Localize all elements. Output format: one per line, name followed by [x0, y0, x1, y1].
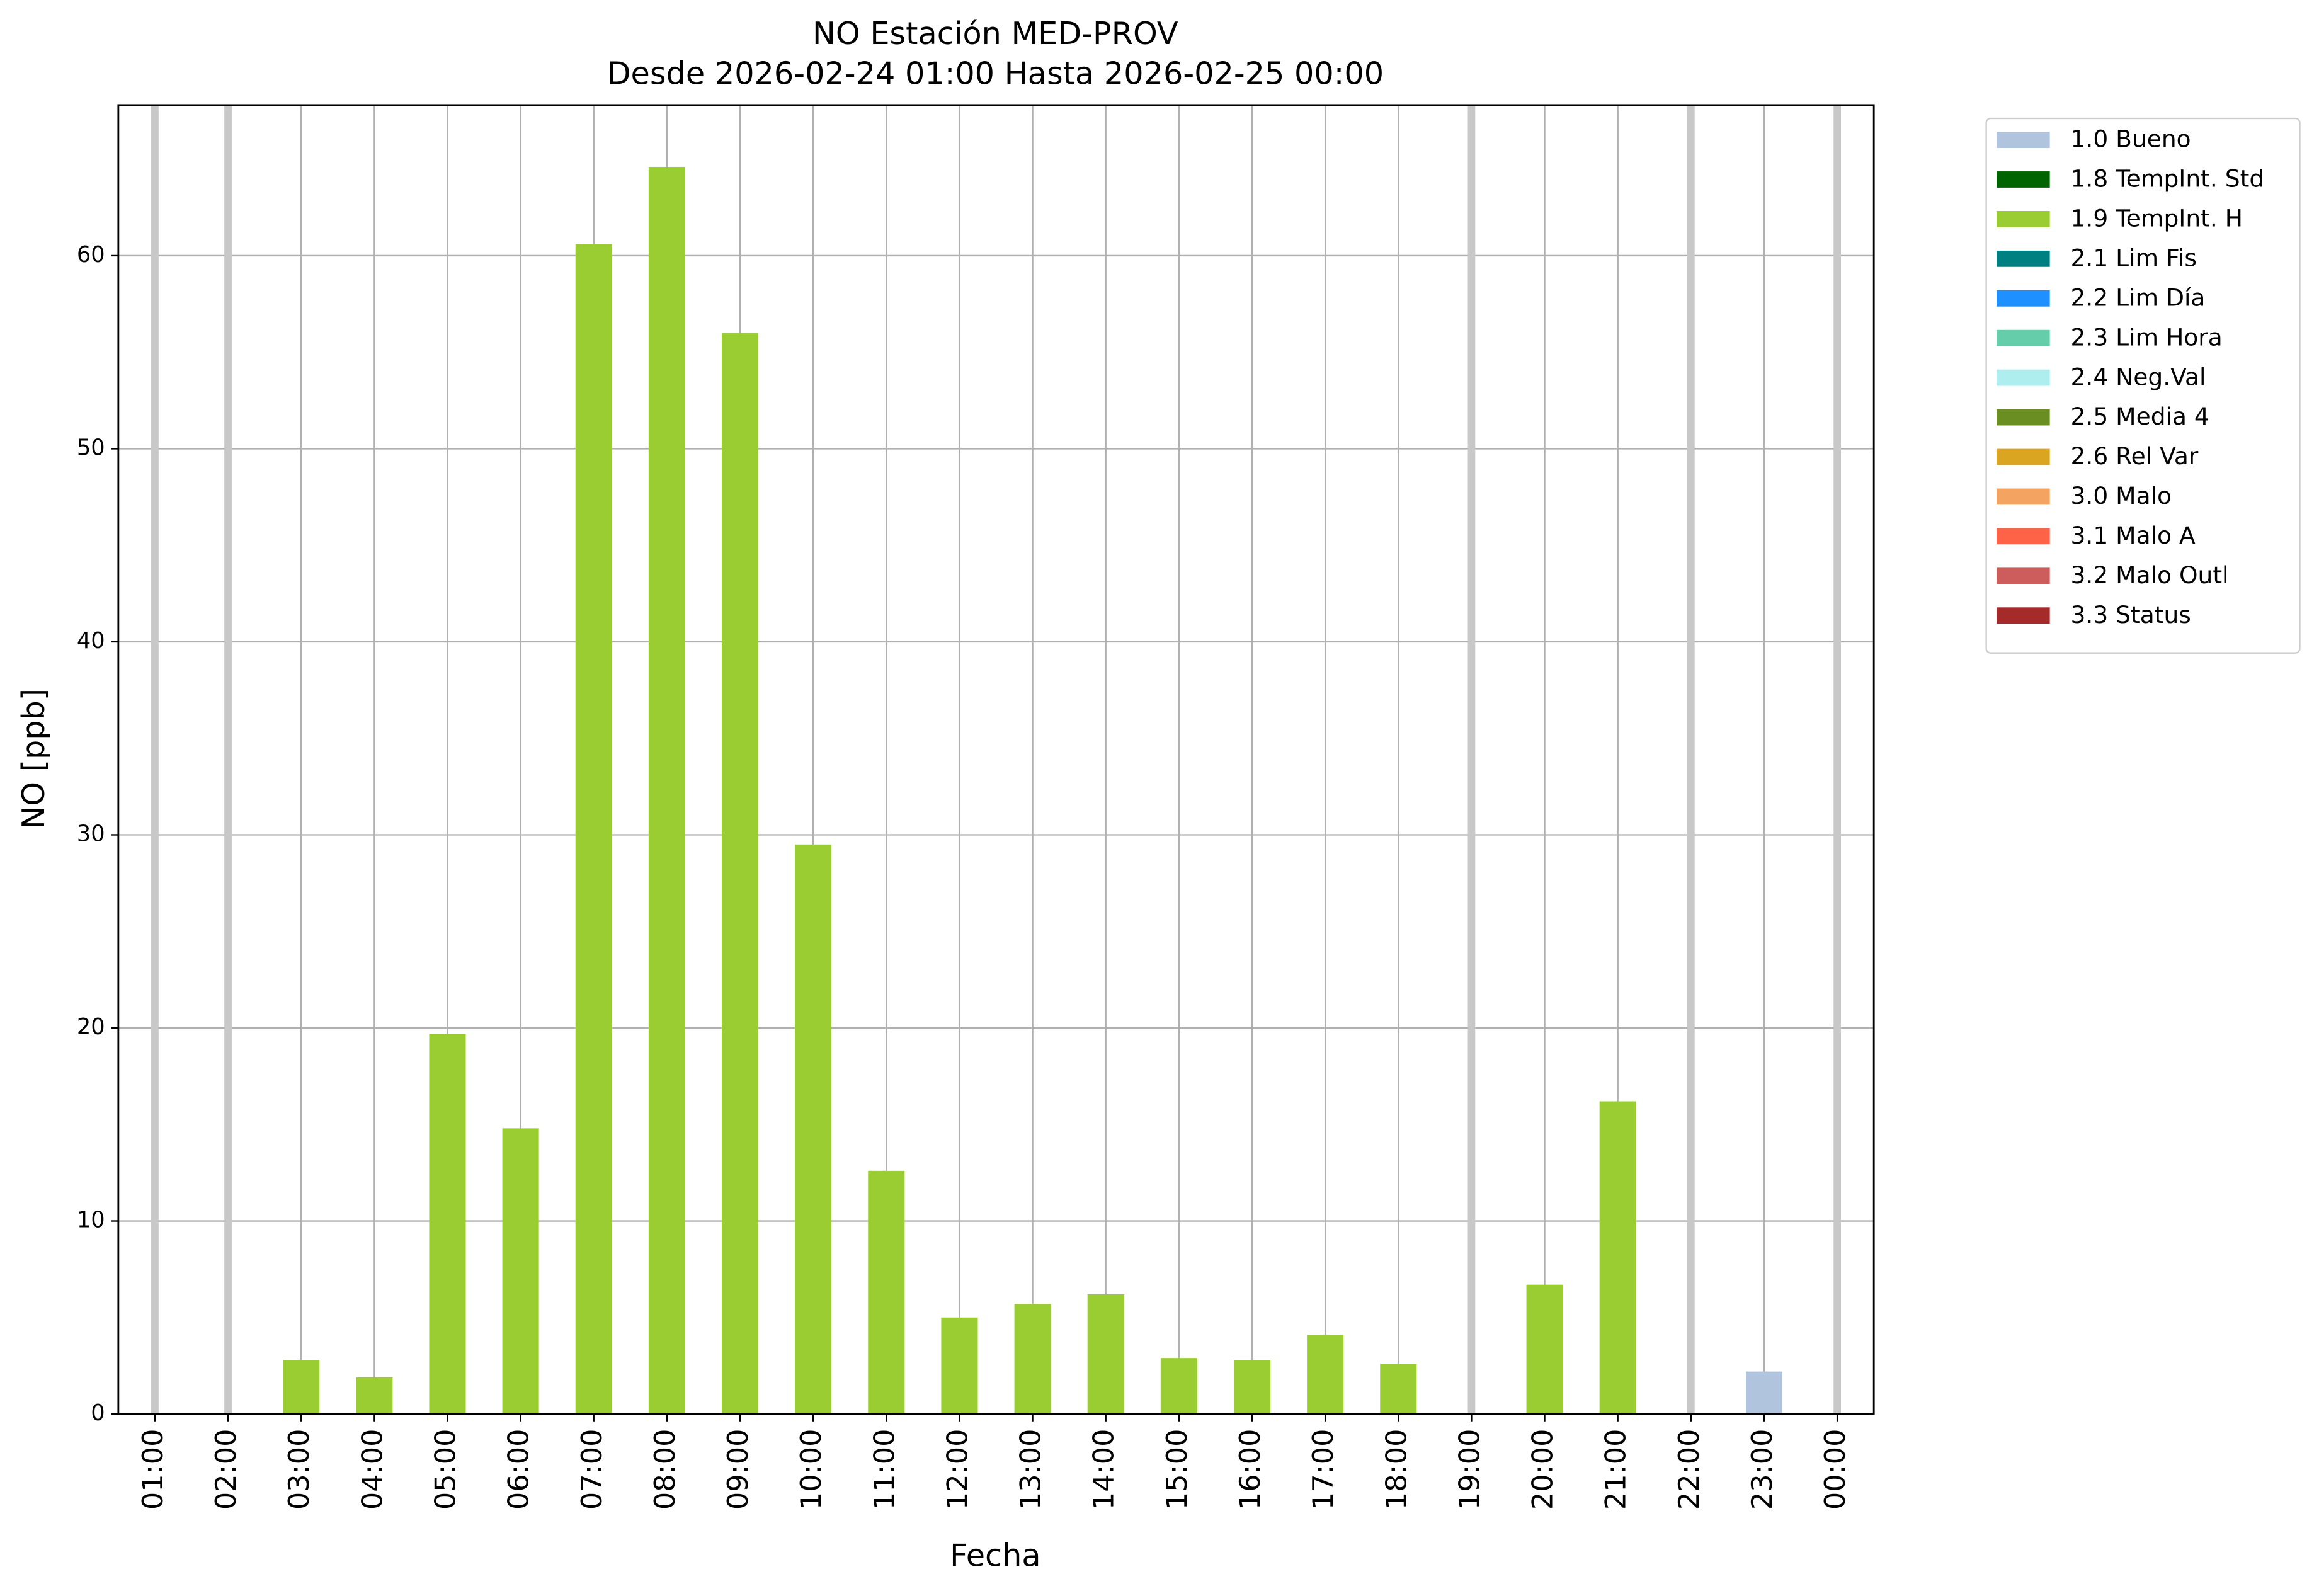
chart-subtitle: Desde 2026-02-24 01:00 Hasta 2026-02-25 … [607, 55, 1384, 91]
legend-label: 2.4 Neg.Val [2071, 363, 2206, 390]
x-tick-label: 22:00 [1673, 1429, 1706, 1510]
x-tick-label: 16:00 [1234, 1429, 1267, 1510]
x-tick-label: 10:00 [795, 1429, 828, 1510]
x-tick-label: 01:00 [137, 1429, 169, 1510]
legend-label: 2.6 Rel Var [2071, 442, 2199, 470]
legend-label: 1.0 Bueno [2071, 125, 2191, 153]
legend-swatch [1997, 448, 2050, 465]
legend-label: 1.9 TempInt. H [2071, 205, 2243, 232]
x-tick-label: 09:00 [722, 1429, 755, 1510]
x-tick-label: 15:00 [1161, 1429, 1194, 1510]
legend-label: 3.0 Malo [2071, 482, 2172, 510]
bar [1526, 1284, 1563, 1415]
y-tick-label: 60 [77, 242, 105, 268]
bar [1380, 1364, 1417, 1415]
x-tick-label: 08:00 [649, 1429, 681, 1510]
legend-swatch [1997, 132, 2050, 148]
legend-swatch [1997, 607, 2050, 624]
legend-label: 3.2 Malo Outl [2071, 561, 2229, 589]
legend-label: 2.3 Lim Hora [2071, 323, 2223, 351]
legend-swatch [1997, 488, 2050, 505]
y-axis-label: NO [ppb] [15, 688, 52, 829]
x-tick-label: 18:00 [1380, 1429, 1413, 1510]
bar [1745, 1371, 1783, 1415]
x-tick-label: 03:00 [283, 1429, 316, 1510]
y-tick-label: 20 [77, 1014, 105, 1040]
x-tick-label: 21:00 [1600, 1429, 1632, 1510]
legend-label: 2.5 Media 4 [2071, 402, 2209, 430]
x-tick-label: 04:00 [356, 1429, 389, 1510]
bar [1599, 1101, 1636, 1415]
bar [575, 244, 612, 1415]
y-tick-label: 0 [91, 1400, 105, 1426]
legend-swatch [1997, 528, 2050, 545]
x-tick-label: 00:00 [1819, 1429, 1852, 1510]
y-tick-label: 30 [77, 821, 105, 846]
x-tick-label: 11:00 [868, 1429, 901, 1510]
bar [941, 1317, 978, 1415]
y-tick-label: 40 [77, 628, 105, 654]
x-axis-label: Fecha [950, 1537, 1041, 1573]
bar [868, 1170, 905, 1415]
y-tick-label: 10 [77, 1207, 105, 1233]
legend-swatch [1997, 290, 2050, 307]
legend-swatch [1997, 250, 2050, 267]
legend-label: 2.1 Lim Fis [2071, 244, 2197, 272]
y-tick-label: 50 [77, 435, 105, 460]
plot-frame [117, 104, 1875, 1415]
legend-label: 3.1 Malo A [2071, 522, 2196, 549]
x-tick-label: 02:00 [210, 1429, 242, 1510]
x-tick-label: 05:00 [429, 1429, 462, 1510]
bar [502, 1128, 539, 1415]
legend-swatch [1997, 329, 2050, 346]
x-tick-label: 17:00 [1307, 1429, 1340, 1510]
legend-swatch [1997, 210, 2050, 227]
x-tick-label: 07:00 [576, 1429, 608, 1510]
x-tick-label: 20:00 [1527, 1429, 1559, 1510]
bar [356, 1377, 393, 1415]
legend-swatch [1997, 171, 2050, 188]
legend-label: 2.2 Lim Día [2071, 283, 2206, 311]
x-tick-label: 19:00 [1453, 1429, 1486, 1510]
legend-swatch [1997, 369, 2050, 386]
x-tick-label: 14:00 [1088, 1429, 1120, 1510]
bar [722, 333, 759, 1415]
x-tick-label: 06:00 [503, 1429, 535, 1510]
bar [429, 1034, 466, 1415]
bar [1307, 1335, 1344, 1415]
legend-box [1985, 117, 2301, 654]
legend-label: 1.8 TempInt. Std [2071, 165, 2265, 193]
bar [795, 844, 832, 1415]
bar [1014, 1304, 1051, 1415]
legend-swatch [1997, 409, 2050, 426]
bar [283, 1360, 320, 1415]
x-tick-label: 12:00 [941, 1429, 974, 1510]
bar [1233, 1360, 1271, 1415]
bar [1087, 1294, 1124, 1415]
bar [648, 166, 685, 1415]
x-tick-label: 23:00 [1746, 1429, 1779, 1510]
chart-title: NO Estación MED-PROV [812, 15, 1178, 52]
bar [1160, 1358, 1197, 1415]
legend-label: 3.3 Status [2071, 601, 2191, 629]
x-tick-label: 13:00 [1015, 1429, 1047, 1510]
legend-swatch [1997, 567, 2050, 584]
